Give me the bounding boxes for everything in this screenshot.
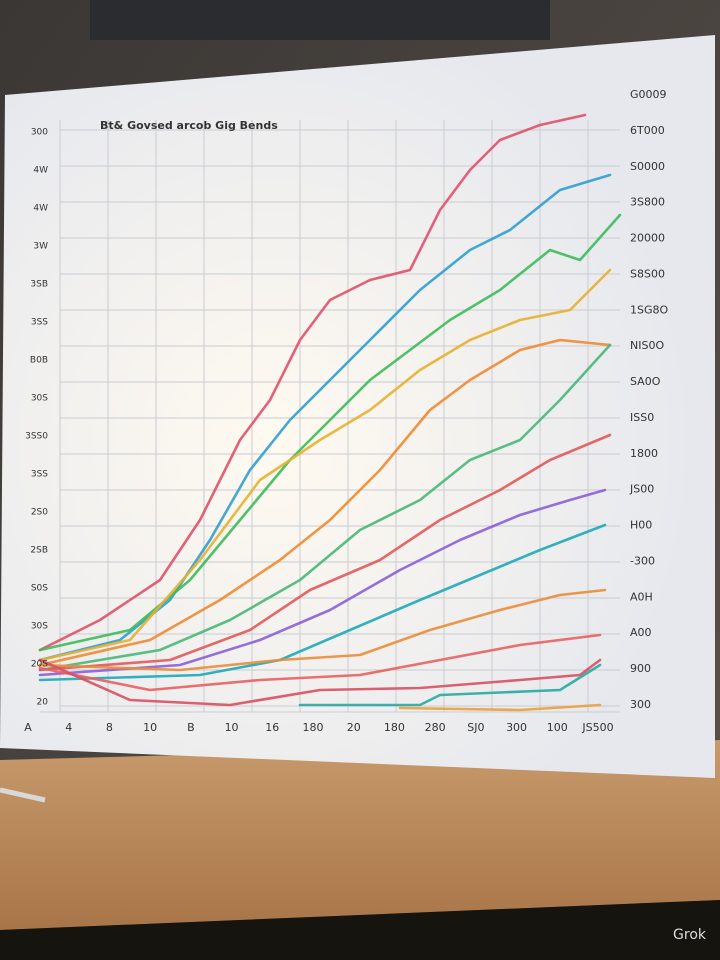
right-label: A00 xyxy=(630,626,652,639)
left-label: 20S xyxy=(31,660,48,670)
bottom-label: B xyxy=(187,721,195,734)
right-label: ISS0 xyxy=(630,411,654,424)
right-label: 20000 xyxy=(630,232,665,245)
bottom-label: 180 xyxy=(384,721,405,734)
desk xyxy=(0,740,720,930)
right-label: JS00 xyxy=(629,483,654,496)
left-label: 2S0 xyxy=(31,508,48,518)
curve xyxy=(38,523,607,682)
curve xyxy=(38,588,607,672)
board-title: Bt& Govsed arcob Gig Bends xyxy=(100,119,278,132)
left-label: 3W xyxy=(33,242,48,252)
right-label: A0H xyxy=(630,590,653,603)
curve xyxy=(398,703,602,712)
floor xyxy=(0,900,720,960)
curve xyxy=(38,213,622,652)
right-label: SA0O xyxy=(630,375,661,388)
left-label: B0B xyxy=(30,356,48,366)
bottom-label: 300 xyxy=(506,721,527,734)
left-label: 300 xyxy=(31,128,48,138)
curve xyxy=(38,113,587,652)
bottom-label: 10 xyxy=(143,721,157,734)
right-label: G0009 xyxy=(630,88,667,101)
curve xyxy=(38,343,612,672)
curve xyxy=(38,173,612,662)
bottom-label: 280 xyxy=(425,721,446,734)
board xyxy=(0,35,715,778)
curve xyxy=(38,268,612,662)
curve xyxy=(38,433,612,672)
left-label: 3SS xyxy=(31,470,48,480)
bottom-label: A xyxy=(24,721,32,734)
bottom-label: SJ0 xyxy=(467,721,484,734)
curve xyxy=(38,658,602,707)
bottom-label: 100 xyxy=(547,721,568,734)
right-label: 900 xyxy=(630,662,651,675)
right-label: 1800 xyxy=(630,447,658,460)
right-label: H00 xyxy=(630,519,652,532)
bottom-label: 16 xyxy=(265,721,279,734)
left-label: 4W xyxy=(33,204,48,214)
left-label: 30S xyxy=(31,394,48,404)
bottom-label: 180 xyxy=(303,721,324,734)
right-label: 6T000 xyxy=(630,124,665,137)
bottom-label: 8 xyxy=(106,721,113,734)
left-label: 4W xyxy=(33,166,48,176)
left-label: 30S xyxy=(31,622,48,632)
right-label: -300 xyxy=(630,554,655,567)
curve xyxy=(298,663,602,707)
right-label: NIS0O xyxy=(630,339,664,352)
bottom-label: JS500 xyxy=(581,721,613,734)
left-label: 3SS0 xyxy=(25,432,48,442)
right-label: 1SG8O xyxy=(630,303,669,316)
left-label: 20 xyxy=(37,698,49,708)
left-label: 3SS xyxy=(31,318,48,328)
pen xyxy=(0,787,46,803)
left-label: 2SB xyxy=(30,546,48,556)
bottom-label: 10 xyxy=(225,721,239,734)
curves xyxy=(38,113,622,712)
curve xyxy=(38,633,602,692)
watermark: Grok xyxy=(673,927,707,943)
bottom-label: 20 xyxy=(347,721,361,734)
right-label: S8S00 xyxy=(630,267,665,280)
bottom-label: 4 xyxy=(65,721,72,734)
right-label: S0000 xyxy=(630,160,665,173)
right-label: 300 xyxy=(630,698,651,711)
grid xyxy=(40,120,620,713)
curve xyxy=(38,488,607,677)
curve xyxy=(38,338,612,667)
right-label: 3S800 xyxy=(630,196,665,209)
left-label: 3SB xyxy=(30,280,48,290)
left-label: S0S xyxy=(31,584,48,594)
monitor xyxy=(90,0,550,40)
